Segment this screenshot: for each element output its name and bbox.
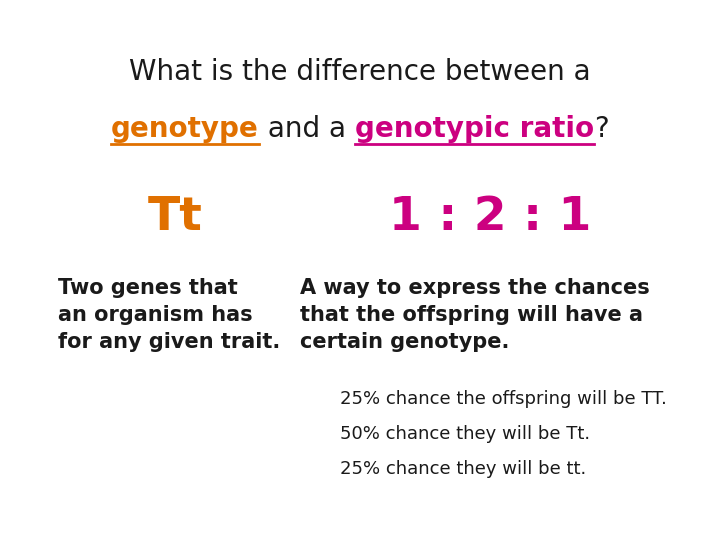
Text: 50% chance they will be Tt.: 50% chance they will be Tt. xyxy=(340,425,590,443)
Text: 25% chance the offspring will be TT.: 25% chance the offspring will be TT. xyxy=(340,390,667,408)
Text: What is the difference between a: What is the difference between a xyxy=(129,58,591,86)
Text: Two genes that
an organism has
for any given trait.: Two genes that an organism has for any g… xyxy=(58,278,280,353)
Text: ?: ? xyxy=(594,115,608,143)
Text: A way to express the chances
that the offspring will have a
certain genotype.: A way to express the chances that the of… xyxy=(300,278,649,353)
Text: genotype: genotype xyxy=(112,115,259,143)
Text: genotypic ratio: genotypic ratio xyxy=(355,115,594,143)
Text: and a: and a xyxy=(259,115,355,143)
Text: 25% chance they will be tt.: 25% chance they will be tt. xyxy=(340,460,586,478)
Text: 1 : 2 : 1: 1 : 2 : 1 xyxy=(389,195,591,240)
Text: Tt: Tt xyxy=(148,195,202,240)
